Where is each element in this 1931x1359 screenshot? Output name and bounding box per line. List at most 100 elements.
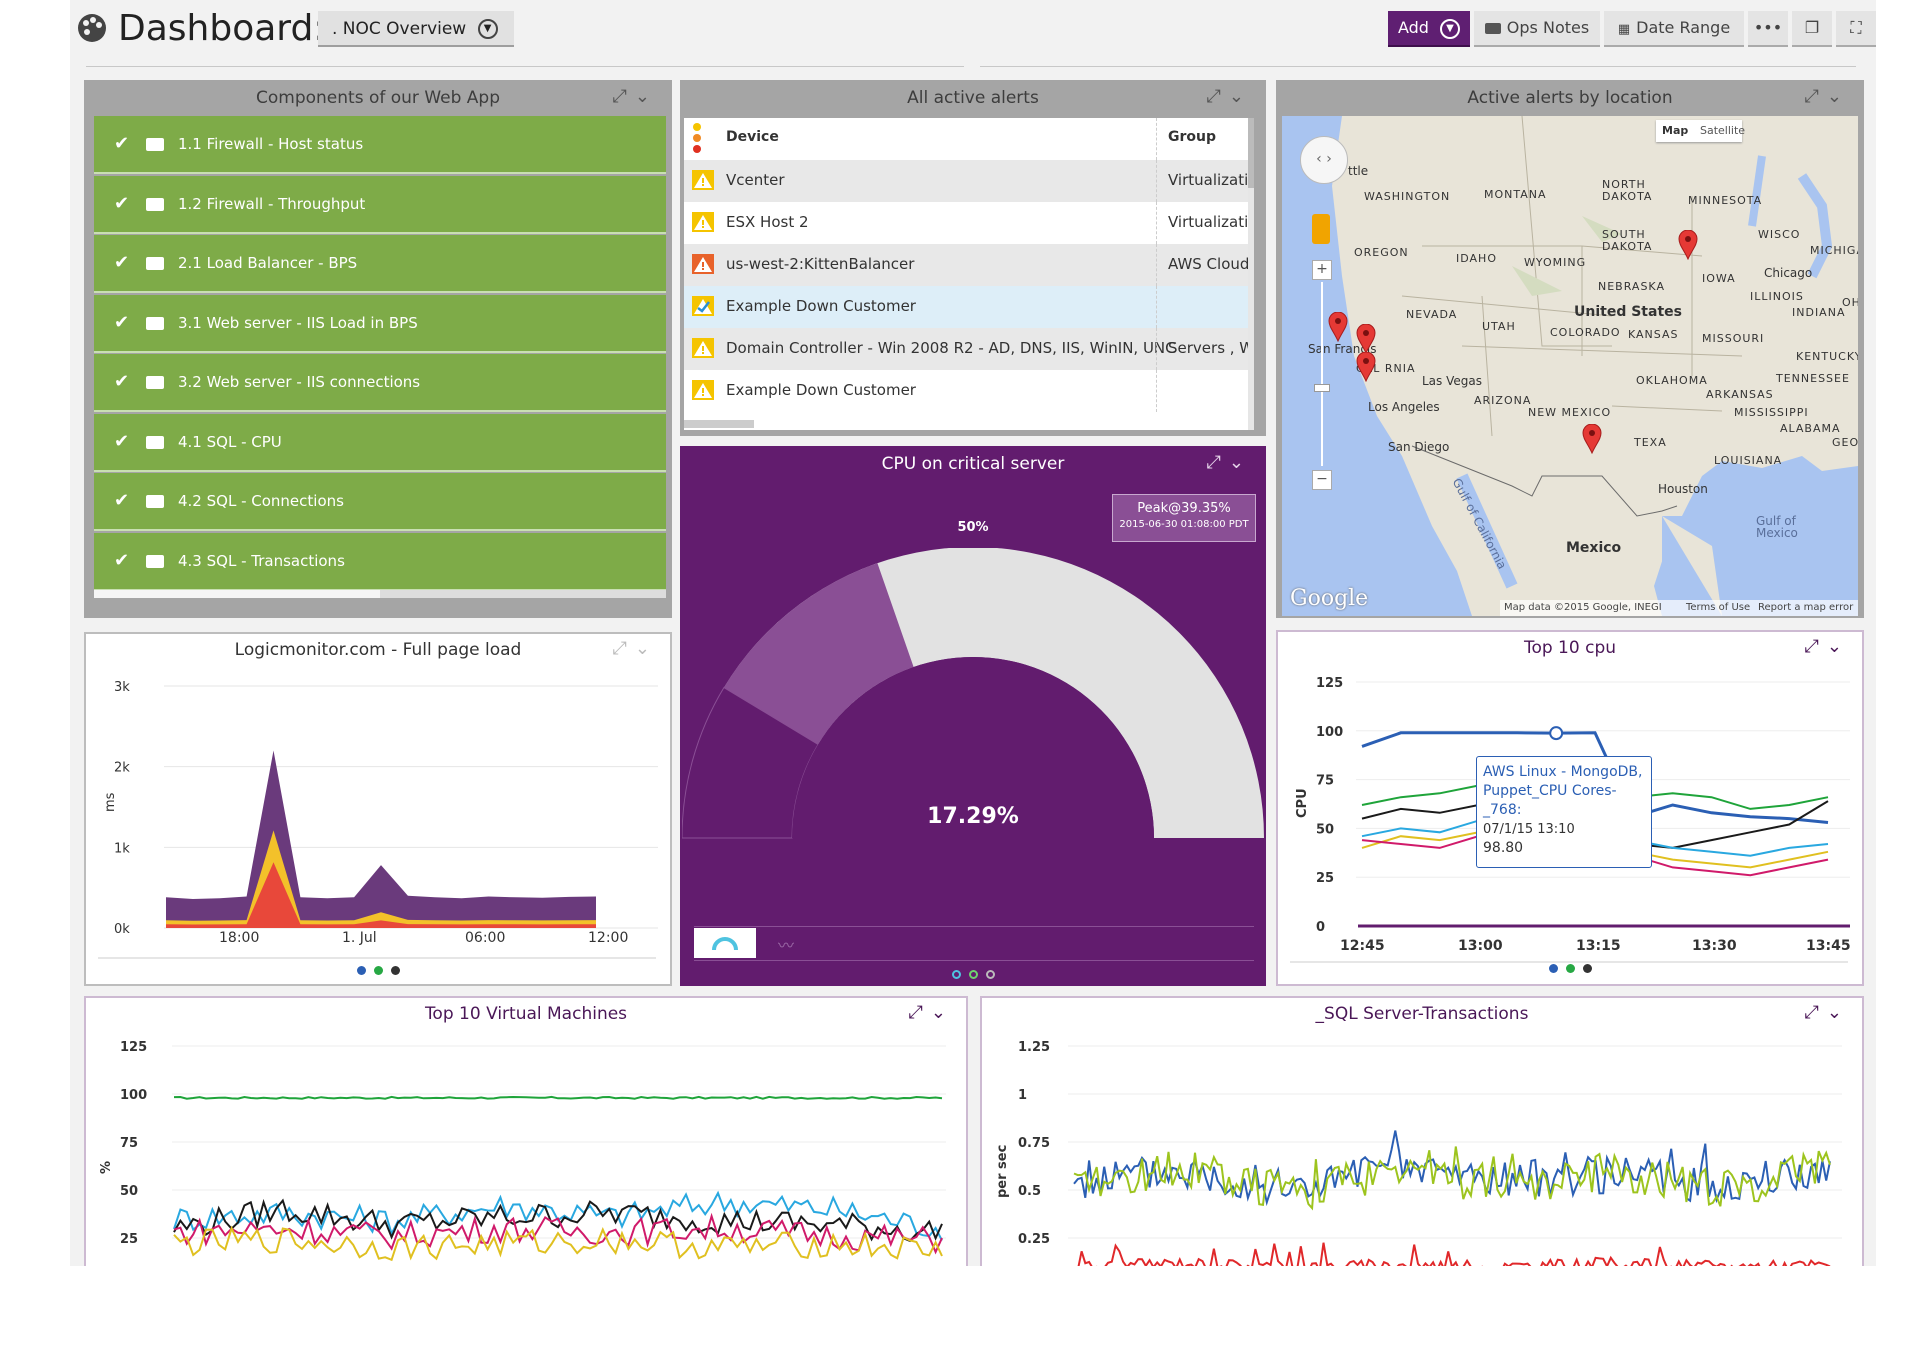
series-area bbox=[166, 750, 596, 928]
map-label-oregon: OREGON bbox=[1354, 246, 1409, 259]
map-terms-link[interactable]: Terms of Use bbox=[1686, 602, 1751, 613]
y-tick-label: 100 bbox=[120, 1088, 147, 1103]
map-canvas[interactable]: WASHINGTON MONTANA NORTH DAKOTA MINNESOTA ORE… bbox=[1282, 116, 1858, 616]
list-item[interactable]: ✔ 1.2 Firewall - Throughput bbox=[94, 175, 666, 234]
more-options-button[interactable]: ••• bbox=[1748, 11, 1788, 47]
widget-title: _SQL Server-Transactions bbox=[1315, 1004, 1529, 1024]
alerts-table: Device Group VcenterVirtualizatioESX Hos… bbox=[684, 118, 1254, 430]
chevron-down-icon[interactable]: ⌄ bbox=[1826, 1002, 1850, 1023]
map-land bbox=[1332, 116, 1858, 616]
pagination-dots[interactable] bbox=[682, 968, 1264, 982]
map-pin-icon[interactable] bbox=[1678, 230, 1698, 260]
map-pin-icon[interactable] bbox=[1582, 424, 1602, 454]
chevron-down-icon: ▼ bbox=[1440, 18, 1461, 39]
table-row[interactable]: Vcenter Virtualizatio bbox=[684, 160, 1248, 202]
clone-button[interactable]: ❐ bbox=[1792, 11, 1832, 47]
page-dot[interactable] bbox=[1582, 964, 1592, 973]
folder-icon bbox=[146, 495, 164, 508]
expand-icon[interactable]: ⤢ bbox=[1206, 452, 1229, 473]
table-row[interactable]: Domain Controller - Win 2008 R2 - AD, DN… bbox=[684, 328, 1248, 370]
chevron-down-icon[interactable]: ⌄ bbox=[1826, 86, 1850, 107]
expand-icon[interactable]: ⤢ bbox=[612, 638, 635, 659]
map-pin-icon[interactable] bbox=[1356, 324, 1376, 354]
tab-trend[interactable]: 〰 bbox=[778, 932, 794, 956]
list-item[interactable]: ✔ 1.1 Firewall - Host status bbox=[94, 116, 666, 174]
zoom-slider-handle[interactable] bbox=[1314, 384, 1330, 392]
date-range-button[interactable]: ▦ Date Range bbox=[1604, 11, 1744, 47]
expand-icon[interactable]: ⤢ bbox=[1804, 86, 1827, 107]
map-label-chicago: Chicago bbox=[1764, 266, 1813, 280]
ops-notes-button[interactable]: Ops Notes bbox=[1474, 11, 1600, 47]
map-label-south-dakota-2: DAKOTA bbox=[1602, 240, 1653, 253]
chevron-down-icon[interactable]: ⌄ bbox=[930, 1002, 954, 1023]
list-item[interactable]: ✔ 2.1 Load Balancer - BPS bbox=[94, 235, 666, 293]
expand-icon[interactable]: ⤢ bbox=[908, 1002, 931, 1023]
page-dot[interactable] bbox=[373, 966, 383, 975]
pagination-dots[interactable] bbox=[86, 964, 670, 978]
expand-icon[interactable]: ⤢ bbox=[1206, 86, 1229, 107]
table-row[interactable]: ESX Host 2 Virtualizatio bbox=[684, 202, 1248, 244]
pagination-dots[interactable] bbox=[1278, 962, 1862, 976]
column-divider bbox=[1156, 118, 1157, 160]
page-title: Dashboard: bbox=[118, 8, 326, 49]
dashboard-select[interactable]: . NOC Overview ▼ bbox=[318, 11, 514, 47]
horizontal-scrollbar[interactable] bbox=[94, 590, 666, 598]
zoom-out-button[interactable]: − bbox=[1312, 470, 1332, 490]
alert-device: Example Down Customer bbox=[726, 297, 916, 315]
column-divider bbox=[1156, 244, 1157, 286]
map-label-mississippi: MISSISSIPPI bbox=[1734, 406, 1809, 419]
scrollbar-thumb[interactable] bbox=[94, 590, 380, 598]
page-dot[interactable] bbox=[356, 966, 366, 975]
copy-icon: ❐ bbox=[1804, 18, 1820, 37]
chevron-down-icon[interactable]: ⌄ bbox=[1826, 636, 1850, 657]
map-type-map[interactable]: Map bbox=[1662, 124, 1689, 137]
map-report-link[interactable]: Report a map error bbox=[1758, 602, 1854, 613]
table-row[interactable]: Example Down Customer bbox=[684, 286, 1248, 328]
peak-tooltip: Peak@39.35% 2015-06-30 01:08:00 PDT bbox=[1112, 494, 1256, 542]
map-pin-icon[interactable] bbox=[1328, 312, 1348, 342]
gauge-inner bbox=[792, 657, 1154, 838]
map-pin-icon[interactable] bbox=[1356, 352, 1376, 382]
zoom-in-button[interactable]: + bbox=[1312, 260, 1332, 280]
page-dot[interactable] bbox=[1565, 964, 1575, 973]
expand-icon[interactable]: ⤢ bbox=[612, 86, 635, 107]
scrollbar-thumb[interactable] bbox=[1248, 118, 1254, 188]
warning-icon bbox=[692, 212, 714, 232]
map-label-utah: UTAH bbox=[1482, 320, 1516, 333]
list-item[interactable]: ✔ 4.1 SQL - CPU bbox=[94, 413, 666, 472]
street-view-icon[interactable] bbox=[1312, 214, 1330, 244]
tab-gauge[interactable] bbox=[694, 928, 756, 958]
page-dot[interactable] bbox=[951, 970, 961, 979]
page-dot[interactable] bbox=[1548, 964, 1558, 973]
expand-icon[interactable]: ⤢ bbox=[1804, 1002, 1827, 1023]
y-tick-label: 125 bbox=[1316, 676, 1343, 691]
tooltip-value: 98.80 bbox=[1483, 840, 1524, 856]
page-dot[interactable] bbox=[968, 970, 978, 979]
chevron-down-icon[interactable]: ⌄ bbox=[634, 638, 658, 659]
list-item[interactable]: ✔ 4.2 SQL - Connections bbox=[94, 473, 666, 531]
list-item[interactable]: ✔ 4.3 SQL - Transactions bbox=[94, 532, 666, 591]
list-item[interactable]: ✔ 3.1 Web server - IIS Load in BPS bbox=[94, 294, 666, 353]
map-type-satellite[interactable]: Satellite bbox=[1700, 124, 1746, 137]
zoom-slider[interactable] bbox=[1321, 282, 1323, 466]
column-header-device[interactable]: Device bbox=[726, 129, 779, 145]
table-row[interactable]: us-west-2:KittenBalancer AWS Cloud bbox=[684, 244, 1248, 286]
vertical-scrollbar[interactable] bbox=[1248, 118, 1254, 430]
date-range-label: Date Range bbox=[1636, 18, 1731, 37]
page-dot[interactable] bbox=[985, 970, 995, 979]
expand-icon[interactable]: ⤢ bbox=[1804, 636, 1827, 657]
chevron-down-icon[interactable]: ⌄ bbox=[634, 86, 658, 107]
add-button[interactable]: Add ▼ bbox=[1388, 11, 1470, 47]
chevron-down-icon[interactable]: ⌄ bbox=[1228, 452, 1252, 473]
chevron-down-icon[interactable]: ⌄ bbox=[1228, 86, 1252, 107]
pan-control[interactable]: ‹ › bbox=[1300, 136, 1348, 184]
page-dot[interactable] bbox=[390, 966, 400, 975]
top10-cpu-chart: 125 100 75 50 25 0 CPU 12:45 13:00 13:15 13:30 13:4… bbox=[1290, 676, 1851, 963]
column-header-group[interactable]: Group bbox=[1168, 129, 1217, 145]
map-label-tennessee: TENNESSEE bbox=[1776, 372, 1850, 385]
table-row[interactable]: Example Down Customer bbox=[684, 370, 1248, 412]
fullscreen-button[interactable]: ⛶ bbox=[1836, 11, 1876, 47]
map-label-seattle: ttle bbox=[1348, 164, 1369, 178]
list-item[interactable]: ✔ 3.2 Web server - IIS connections bbox=[94, 354, 666, 412]
horizontal-scrollbar[interactable] bbox=[684, 420, 754, 428]
